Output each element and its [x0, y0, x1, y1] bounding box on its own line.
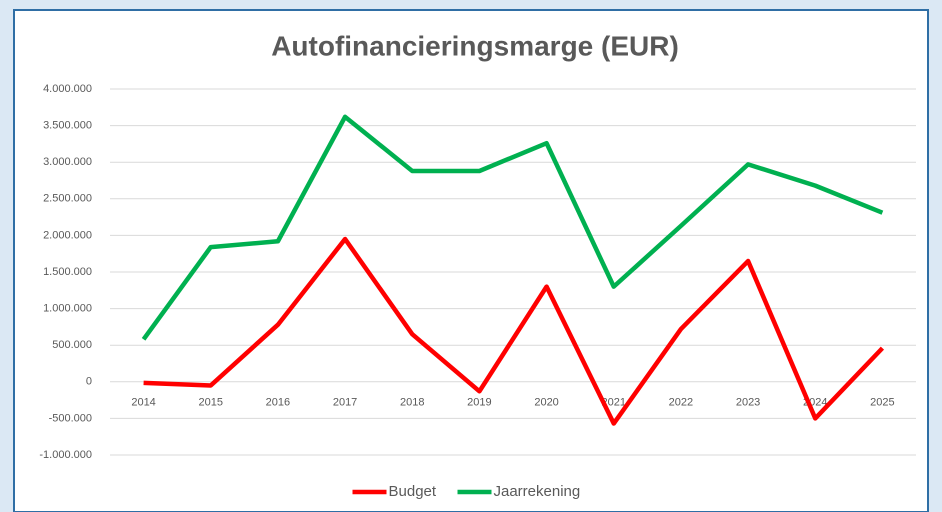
x-tick-label: 2017: [333, 397, 357, 409]
x-tick-label: 2014: [131, 397, 155, 409]
y-tick-label: -1.000.000: [39, 449, 92, 461]
x-tick-label: 2016: [266, 397, 290, 409]
y-tick-label: 0: [86, 376, 92, 388]
y-tick-label: 3.500.000: [43, 120, 92, 132]
x-tick-label: 2018: [400, 397, 424, 409]
x-tick-label: 2015: [199, 397, 223, 409]
y-tick-label: 1.500.000: [43, 266, 92, 278]
x-tick-label: 2023: [736, 397, 760, 409]
chart-title: Autofinancieringsmarge (EUR): [271, 30, 679, 61]
y-tick-label: 2.500.000: [43, 193, 92, 205]
panel: [13, 9, 929, 512]
x-tick-label: 2019: [467, 397, 491, 409]
y-tick-label: 3.000.000: [43, 156, 92, 168]
legend-label: Jaarrekening: [494, 483, 581, 500]
y-tick-label: 1.000.000: [43, 303, 92, 315]
x-tick-label: 2021: [602, 397, 626, 409]
y-tick-label: -500.000: [49, 412, 92, 424]
series-line: [143, 236, 885, 426]
y-tick-label: 2.000.000: [43, 229, 92, 241]
legend-label: Budget: [389, 483, 437, 500]
x-tick-label: 2020: [534, 397, 558, 409]
x-tick-label: 2022: [669, 397, 693, 409]
series-line: [141, 114, 884, 341]
y-tick-label: 4.000.000: [43, 83, 92, 95]
x-tick-label: 2025: [870, 397, 894, 409]
y-tick-label: 500.000: [52, 339, 92, 351]
